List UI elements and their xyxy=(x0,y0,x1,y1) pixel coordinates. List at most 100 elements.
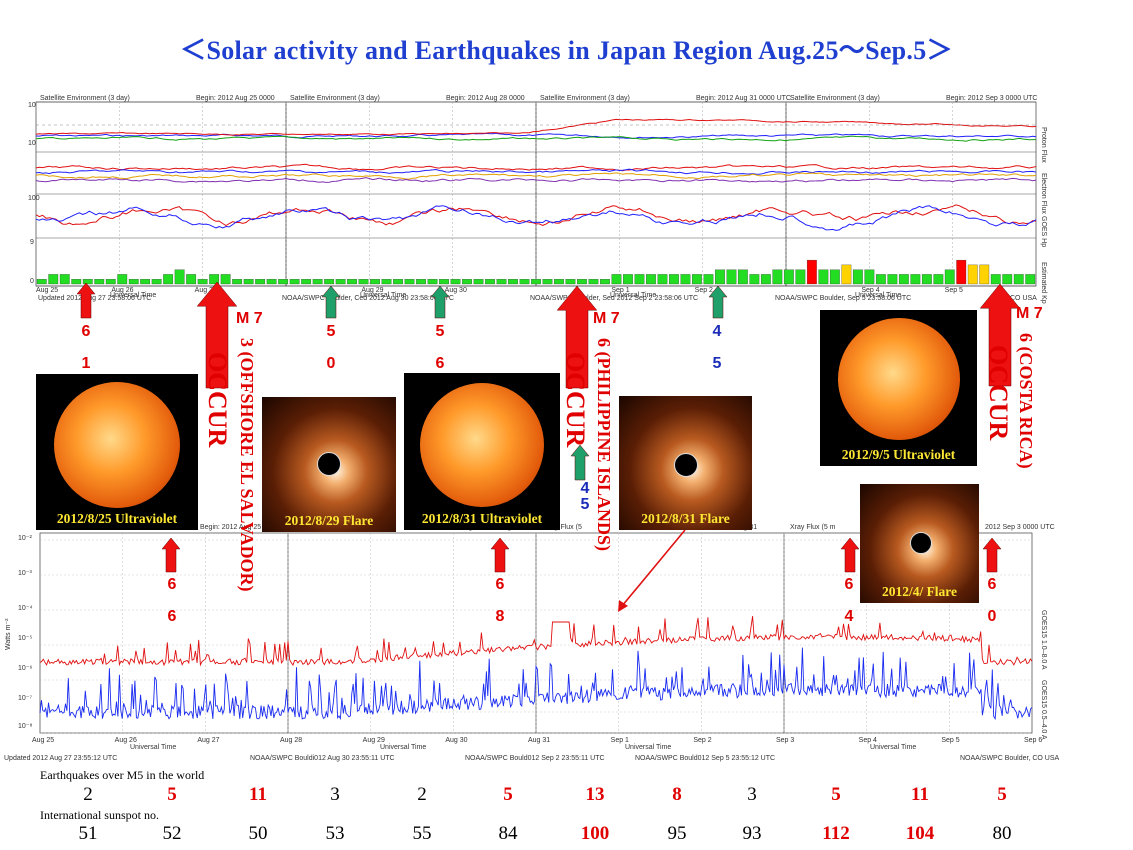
major-quake-arrow xyxy=(556,285,598,389)
panel-title: Satellite Environment (3 day) xyxy=(290,95,380,102)
xray-title-fragment: Begin: 2012 Aug 25 xyxy=(200,524,261,531)
kp-bar xyxy=(82,279,93,285)
kp-bar xyxy=(703,274,714,285)
footer-label: NOAA/SWPC Boulder, Sep 5 23:58:06 UTC xyxy=(775,295,911,302)
axis-title: Universal Time xyxy=(855,292,901,299)
quake-arrow-up xyxy=(430,285,450,319)
sunspot-number: 104 xyxy=(905,823,935,844)
kp-bar xyxy=(783,269,794,285)
sunspot-number: 51 xyxy=(78,823,98,844)
kp-bar xyxy=(381,279,392,285)
hp-series xyxy=(35,204,1037,227)
kp-bar xyxy=(496,279,507,285)
uv-image-aug31: 2012/8/31 Ultraviolet xyxy=(404,373,560,530)
kp-bar xyxy=(680,274,691,285)
kp-bar xyxy=(94,279,105,285)
kp-bar xyxy=(818,269,829,285)
uv-image-aug25: 2012/8/25 Ultraviolet xyxy=(36,374,198,530)
x-tick-label: Sep 2 xyxy=(695,287,713,294)
flare-image-aug31: 2012/8/31 Flare xyxy=(619,396,752,530)
y-axis-title: Watts m⁻² xyxy=(5,618,12,650)
quake-arrow-up xyxy=(708,285,728,319)
event-magnitude: M 7 xyxy=(1016,305,1043,322)
kp-bar xyxy=(1002,274,1013,285)
x-tick-label: Aug 31 xyxy=(528,737,550,744)
earthquake-count: 2 xyxy=(83,784,93,805)
electron-series xyxy=(35,172,1037,180)
kp-bar xyxy=(944,269,955,285)
electron-series xyxy=(35,168,1037,175)
kp-bar xyxy=(71,279,82,285)
kp-bar xyxy=(36,279,47,285)
axis-title: Universal Time xyxy=(110,292,156,299)
right-axis-label: Electron Flux xyxy=(1040,173,1047,214)
kp-bar xyxy=(726,269,737,285)
earthquake-count: 8 xyxy=(672,784,682,805)
kp-bar xyxy=(577,279,587,285)
flare-image-apr: 2012/4/ Flare xyxy=(860,484,979,603)
x-tick-label: Sep 1 xyxy=(611,287,629,294)
footer-label: NOAA/SWPC Boulder, CO USA xyxy=(960,755,1060,762)
quake-arrow-up xyxy=(982,537,1002,573)
sunspot-number: 52 xyxy=(162,823,182,844)
kp-bar xyxy=(105,279,116,285)
earthquake-count: 3 xyxy=(330,784,340,805)
kp-bar xyxy=(232,279,243,285)
major-quake-arrow xyxy=(196,281,238,389)
flare-pointer-line xyxy=(621,529,686,607)
event-magnitude: M 7 xyxy=(593,310,620,327)
event-magnitude: M 7 xyxy=(236,310,263,327)
axis-title: Universal Time xyxy=(870,744,916,751)
quake-arrow-up xyxy=(76,282,96,319)
xray-title-fragment: 2012 Sep 3 0000 UTC xyxy=(985,524,1055,531)
axis-title: Universal Time xyxy=(360,292,406,299)
xray-title-fragment: y Flux (5 xyxy=(555,524,582,531)
x-tick-label: Aug 25 xyxy=(36,287,58,294)
y-tick-label: 100 xyxy=(28,195,40,202)
kp-bar xyxy=(841,264,852,285)
x-tick-label: Aug 30 xyxy=(445,737,467,744)
x-tick-label: Sep 1 xyxy=(611,737,629,744)
quake-arrow-up xyxy=(321,285,341,319)
x-tick-label: Sep 5 xyxy=(945,287,963,294)
y-tick-label: 9 xyxy=(30,239,34,246)
kp-bar xyxy=(887,274,898,285)
kp-bar xyxy=(715,269,725,285)
proton-series xyxy=(35,118,1037,136)
electron-series xyxy=(35,177,1037,183)
axis-title: Universal Time xyxy=(625,744,671,751)
kp-bar xyxy=(600,279,610,285)
kp-bar xyxy=(358,279,369,285)
x-tick-label: Aug 26 xyxy=(111,287,133,294)
y-tick-label: 10⁻⁵ xyxy=(18,635,32,642)
kp-bar xyxy=(1013,274,1024,285)
x-tick-label: Sep 3 xyxy=(776,737,794,744)
kp-bar xyxy=(864,269,875,285)
axis-title: Universal Time xyxy=(610,292,656,299)
kp-bar xyxy=(289,279,300,285)
earthquake-count: 5 xyxy=(503,784,513,805)
earthquake-count: 5 xyxy=(831,784,841,805)
sunspot-number: 84 xyxy=(498,823,518,844)
flare-image-aug29: 2012/8/29 Flare xyxy=(262,397,396,532)
xray-title-fragment: Xray Flux (5 m xyxy=(790,524,836,531)
panel-title: Satellite Environment (3 day) xyxy=(540,95,630,102)
kp-bar xyxy=(806,259,817,285)
kp-bar xyxy=(370,279,380,285)
x-tick-label: Sep 6 xyxy=(1024,737,1042,744)
x-tick-label: Sep 5 xyxy=(941,737,959,744)
quake-arrow-up xyxy=(840,537,860,573)
right-axis-label: GOES Hp xyxy=(1040,216,1047,247)
y-tick-label: 10⁻³ xyxy=(18,570,32,577)
kp-bar xyxy=(197,279,208,285)
kp-bar xyxy=(128,279,139,285)
flare-pointer-head xyxy=(618,600,628,612)
panel-title: Satellite Environment (3 day) xyxy=(40,95,130,102)
footer-label: NOAA/SWPC Bould012 Sep 5 23:55:12 UTC xyxy=(635,755,775,762)
uv-image-sep5: 2012/9/5 Ultraviolet xyxy=(820,310,977,466)
